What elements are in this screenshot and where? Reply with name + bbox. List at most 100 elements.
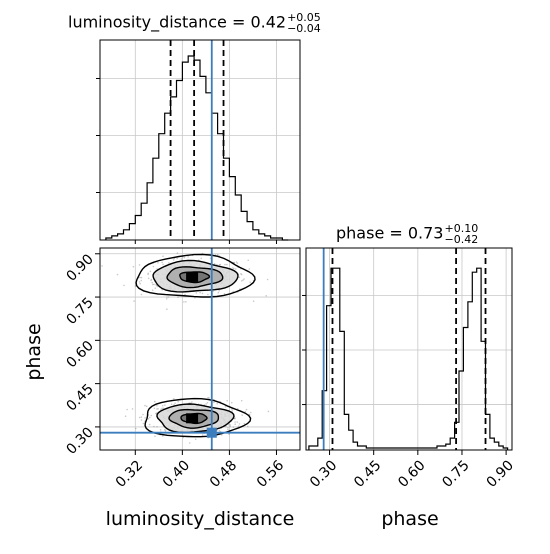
tick-label-phase-x: 0.45 bbox=[351, 458, 384, 491]
scatter-point bbox=[236, 262, 239, 265]
scatter-point bbox=[234, 421, 236, 423]
tick-marks bbox=[95, 78, 507, 455]
scatter-point bbox=[191, 401, 193, 403]
scatter-point bbox=[241, 414, 243, 416]
scatter-point bbox=[135, 427, 137, 430]
scatter-point bbox=[226, 399, 228, 402]
tick-label-phase-x: 0.90 bbox=[484, 458, 517, 491]
scatter-point bbox=[149, 416, 151, 419]
tick-label-phase-y: 0.45 bbox=[63, 381, 96, 414]
scatter-point bbox=[147, 418, 150, 420]
scatter-point bbox=[223, 293, 226, 295]
ylabel-phase: phase bbox=[23, 323, 45, 380]
title-luminosity-distance-minus: −0.04 bbox=[287, 22, 321, 35]
scatter-point bbox=[183, 256, 186, 259]
scatter-point bbox=[217, 291, 220, 294]
scatter-point bbox=[252, 300, 255, 303]
scatter-point bbox=[162, 407, 165, 410]
scatter-point bbox=[183, 301, 185, 303]
axes-frame bbox=[99, 247, 301, 451]
scatter-point bbox=[206, 401, 209, 404]
density-contour bbox=[144, 397, 252, 438]
scatter-point bbox=[155, 412, 157, 415]
scatter-point bbox=[150, 414, 153, 417]
scatter-point bbox=[133, 300, 135, 302]
scatter-point bbox=[227, 424, 230, 426]
density-contour bbox=[135, 253, 256, 298]
truth-lines bbox=[100, 40, 325, 450]
scatter-point bbox=[140, 276, 143, 279]
scatter-point bbox=[148, 423, 151, 426]
scatter-point bbox=[219, 263, 222, 266]
scatter-point bbox=[200, 257, 202, 260]
scatter-point bbox=[156, 268, 158, 270]
histogram-luminosity-distance bbox=[105, 55, 289, 241]
scatter-point bbox=[226, 263, 228, 266]
scatter-point bbox=[164, 404, 166, 406]
scatter-point bbox=[231, 401, 233, 404]
scatter-point bbox=[162, 255, 164, 257]
scatter-point bbox=[139, 282, 141, 285]
scatter-point bbox=[153, 400, 156, 403]
tick-label-phase-x: 0.60 bbox=[395, 458, 428, 491]
scatter-point bbox=[138, 416, 141, 419]
scatter-point bbox=[162, 435, 164, 437]
scatter-point bbox=[165, 298, 168, 300]
scatter-point bbox=[234, 423, 236, 426]
scatter-point bbox=[213, 401, 215, 404]
scatter-point bbox=[161, 404, 164, 407]
scatter-point bbox=[160, 408, 162, 411]
axes-frame bbox=[99, 39, 301, 241]
scatter-point bbox=[212, 290, 214, 293]
scatter-point bbox=[185, 301, 187, 303]
title-phase: phase = 0.73 +0.10 −0.42 bbox=[336, 223, 478, 245]
scatter-point bbox=[238, 276, 241, 279]
scatter-point bbox=[124, 415, 127, 418]
scatter-point bbox=[159, 429, 162, 431]
scatter-point bbox=[147, 277, 150, 280]
scatter-point bbox=[247, 259, 249, 262]
scatter-point bbox=[140, 416, 143, 418]
scatter-point bbox=[138, 264, 141, 266]
scatter-point bbox=[233, 267, 235, 270]
scatter-point bbox=[152, 265, 155, 268]
scatter-point bbox=[225, 425, 227, 428]
scatter-point bbox=[173, 404, 175, 406]
scatter-point bbox=[235, 261, 238, 263]
scatter-point bbox=[243, 278, 245, 280]
scatter-point bbox=[156, 426, 158, 428]
scatter-point bbox=[144, 404, 146, 407]
tick-label-phase-y: 0.90 bbox=[63, 251, 96, 284]
scatter-point bbox=[240, 399, 243, 402]
scatter-point bbox=[134, 285, 137, 288]
scatter-point bbox=[217, 253, 219, 256]
scatter-point bbox=[187, 255, 189, 258]
scatter-point bbox=[155, 412, 158, 415]
tick-label-phase-y: 0.75 bbox=[63, 295, 96, 328]
scatter-point bbox=[195, 292, 198, 294]
scatter-point bbox=[248, 268, 251, 270]
scatter-point bbox=[243, 422, 246, 425]
tick-label-luminosity-distance: 0.32 bbox=[113, 458, 146, 491]
scatter-point bbox=[144, 417, 146, 419]
scatter-point bbox=[150, 278, 153, 281]
scatter-point bbox=[236, 407, 239, 410]
density-peak bbox=[186, 413, 199, 424]
scatter-point bbox=[232, 267, 234, 269]
scatter-point bbox=[173, 398, 175, 400]
title-phase-plus: +0.10 bbox=[444, 222, 479, 235]
scatter-point bbox=[174, 402, 176, 405]
scatter-point bbox=[167, 296, 170, 298]
scatter-point bbox=[194, 297, 196, 299]
scatter-point bbox=[140, 293, 143, 296]
scatter-point bbox=[265, 295, 268, 297]
scatter-point bbox=[245, 408, 248, 411]
scatter-point bbox=[229, 424, 232, 426]
scatter-point bbox=[155, 284, 157, 286]
scatter-point bbox=[157, 262, 159, 264]
title-luminosity-distance-label: luminosity_distance = 0.42 bbox=[68, 12, 287, 32]
tick-label-luminosity-distance: 0.40 bbox=[160, 458, 193, 491]
scatter-point bbox=[218, 429, 221, 432]
tick-label-phase-y: 0.30 bbox=[63, 424, 96, 457]
quantile-lines bbox=[169, 40, 487, 450]
